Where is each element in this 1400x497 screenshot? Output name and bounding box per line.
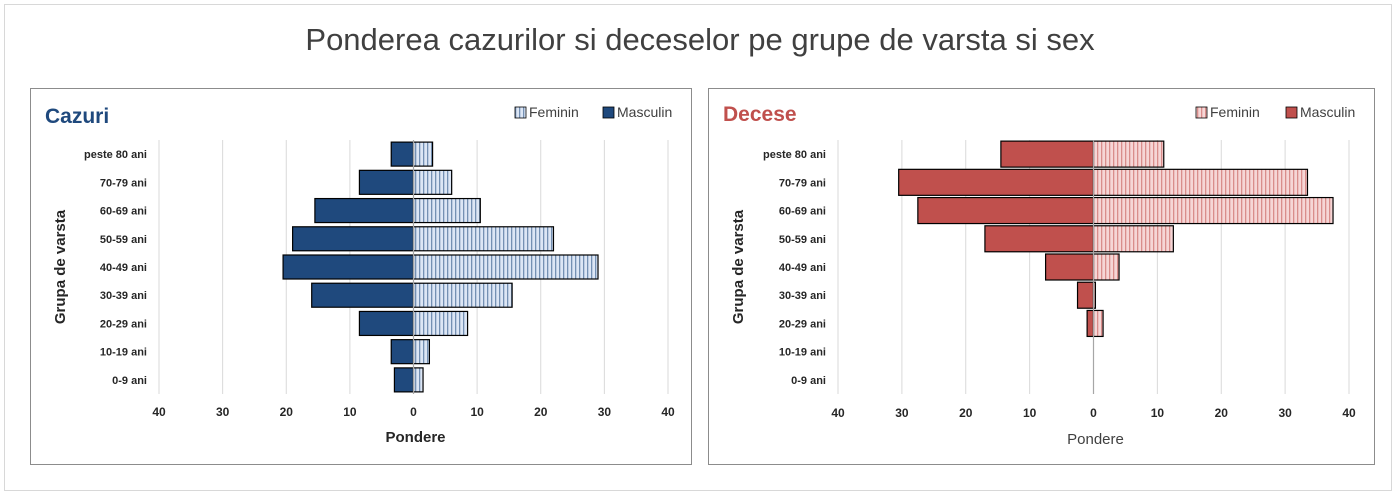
x-tick-label: 20 bbox=[280, 405, 294, 419]
bar-masculin bbox=[984, 225, 1095, 253]
x-tick-label: 40 bbox=[831, 406, 845, 420]
y-axis-title: Grupa de varsta bbox=[52, 209, 69, 324]
bar-masculin bbox=[282, 254, 415, 280]
x-tick-label: 30 bbox=[216, 405, 230, 419]
bar-masculin bbox=[311, 282, 415, 308]
bar-masculin bbox=[1000, 140, 1095, 168]
x-tick-label: 40 bbox=[1342, 406, 1356, 420]
category-label: 10-19 ani bbox=[100, 347, 147, 359]
bar-feminin bbox=[1092, 225, 1174, 253]
category-label: 70-79 ani bbox=[100, 177, 147, 189]
bar-feminin bbox=[412, 282, 513, 308]
x-tick-label: 20 bbox=[1215, 406, 1229, 420]
legend-label-feminin: Feminin bbox=[529, 104, 579, 120]
chart-decese: Decese 40 30 20 10 0 10 20 30 40 0-9 ani 10-19 ani 2… bbox=[723, 103, 1356, 448]
x-tick-label: 0 bbox=[410, 405, 417, 419]
bar-masculin bbox=[898, 168, 1095, 196]
category-label: 0-9 ani bbox=[112, 375, 147, 387]
x-tick-label: 40 bbox=[152, 405, 166, 419]
x-tick-label: 10 bbox=[343, 405, 357, 419]
bar-masculin bbox=[1044, 253, 1095, 281]
page-title: Ponderea cazurilor si deceselor pe grupe… bbox=[305, 22, 1095, 57]
legend-swatch-masculin bbox=[1285, 106, 1298, 119]
bar-masculin bbox=[1086, 309, 1095, 338]
legend-label-masculin: Masculin bbox=[1300, 104, 1355, 120]
bar-feminin bbox=[412, 339, 431, 365]
x-tick-label: 30 bbox=[895, 406, 909, 420]
x-tick-label: 10 bbox=[1023, 406, 1037, 420]
x-tick-label: 10 bbox=[1151, 406, 1165, 420]
legend-swatch-feminin bbox=[514, 106, 527, 119]
category-label: 60-69 ani bbox=[779, 206, 826, 218]
x-tick-label: 10 bbox=[470, 405, 484, 419]
figure-frame bbox=[4, 4, 1392, 491]
chart-cazuri: Cazuri 40 30 20 10 0 10 20 30 40 0-9 ani 10-19 ani 2… bbox=[45, 104, 675, 446]
category-label: 60-69 ani bbox=[100, 206, 147, 218]
x-tick-label: 20 bbox=[534, 405, 548, 419]
x-tick-label: 0 bbox=[1090, 406, 1097, 420]
bar-masculin bbox=[314, 197, 415, 224]
chart-panel-decese: Decese 40 30 20 10 0 10 20 30 40 0-9 ani 10-19 ani 2… bbox=[708, 88, 1375, 465]
bar-feminin bbox=[1092, 196, 1334, 225]
bar-feminin bbox=[412, 197, 481, 224]
chart-panel-cazuri: Cazuri 40 30 20 10 0 10 20 30 40 0-9 ani 10-19 ani 2… bbox=[30, 88, 692, 465]
bar-masculin bbox=[358, 310, 415, 337]
chart-title: Cazuri bbox=[45, 105, 109, 128]
category-label: 50-59 ani bbox=[779, 234, 826, 246]
category-label: 40-49 ani bbox=[100, 262, 147, 274]
category-label: 30-39 ani bbox=[100, 290, 147, 302]
x-tick-label: 40 bbox=[661, 405, 675, 419]
category-label: 30-39 ani bbox=[779, 290, 826, 302]
bar-feminin bbox=[412, 226, 555, 252]
category-label: 10-19 ani bbox=[779, 347, 826, 359]
legend-swatch-feminin bbox=[1195, 106, 1208, 119]
bar-masculin bbox=[917, 196, 1095, 225]
x-axis-title: Pondere bbox=[385, 429, 445, 446]
bar-feminin bbox=[1092, 253, 1120, 281]
category-label: peste 80 ani bbox=[763, 149, 826, 161]
legend-swatch-masculin bbox=[602, 106, 615, 119]
category-label: 50-59 ani bbox=[100, 234, 147, 246]
bar-feminin bbox=[412, 310, 469, 337]
bar-feminin bbox=[412, 169, 453, 195]
bar-masculin bbox=[393, 367, 415, 393]
bar-feminin bbox=[1092, 168, 1309, 196]
legend-label-masculin: Masculin bbox=[617, 104, 672, 120]
x-axis-title: Pondere bbox=[1067, 431, 1124, 448]
bar-masculin bbox=[390, 339, 415, 365]
bar-masculin bbox=[358, 169, 415, 195]
legend-label-feminin: Feminin bbox=[1210, 104, 1260, 120]
x-tick-label: 30 bbox=[598, 405, 612, 419]
x-tick-label: 20 bbox=[959, 406, 973, 420]
x-tick-label: 30 bbox=[1278, 406, 1292, 420]
bar-feminin bbox=[412, 254, 599, 280]
bar-feminin bbox=[412, 141, 434, 167]
bar-masculin bbox=[1076, 281, 1095, 309]
category-label: 0-9 ani bbox=[791, 375, 826, 387]
category-label: 20-29 ani bbox=[779, 318, 826, 330]
category-label: peste 80 ani bbox=[84, 149, 147, 161]
bar-feminin bbox=[1092, 140, 1165, 168]
category-label: 20-29 ani bbox=[100, 318, 147, 330]
category-label: 70-79 ani bbox=[779, 177, 826, 189]
chart-title: Decese bbox=[723, 103, 797, 126]
bar-masculin bbox=[292, 226, 415, 252]
bar-masculin bbox=[390, 141, 415, 167]
category-label: 40-49 ani bbox=[779, 262, 826, 274]
bar-feminin bbox=[412, 367, 424, 393]
y-axis-title: Grupa de varsta bbox=[730, 209, 747, 324]
bar-feminin bbox=[1092, 309, 1104, 338]
